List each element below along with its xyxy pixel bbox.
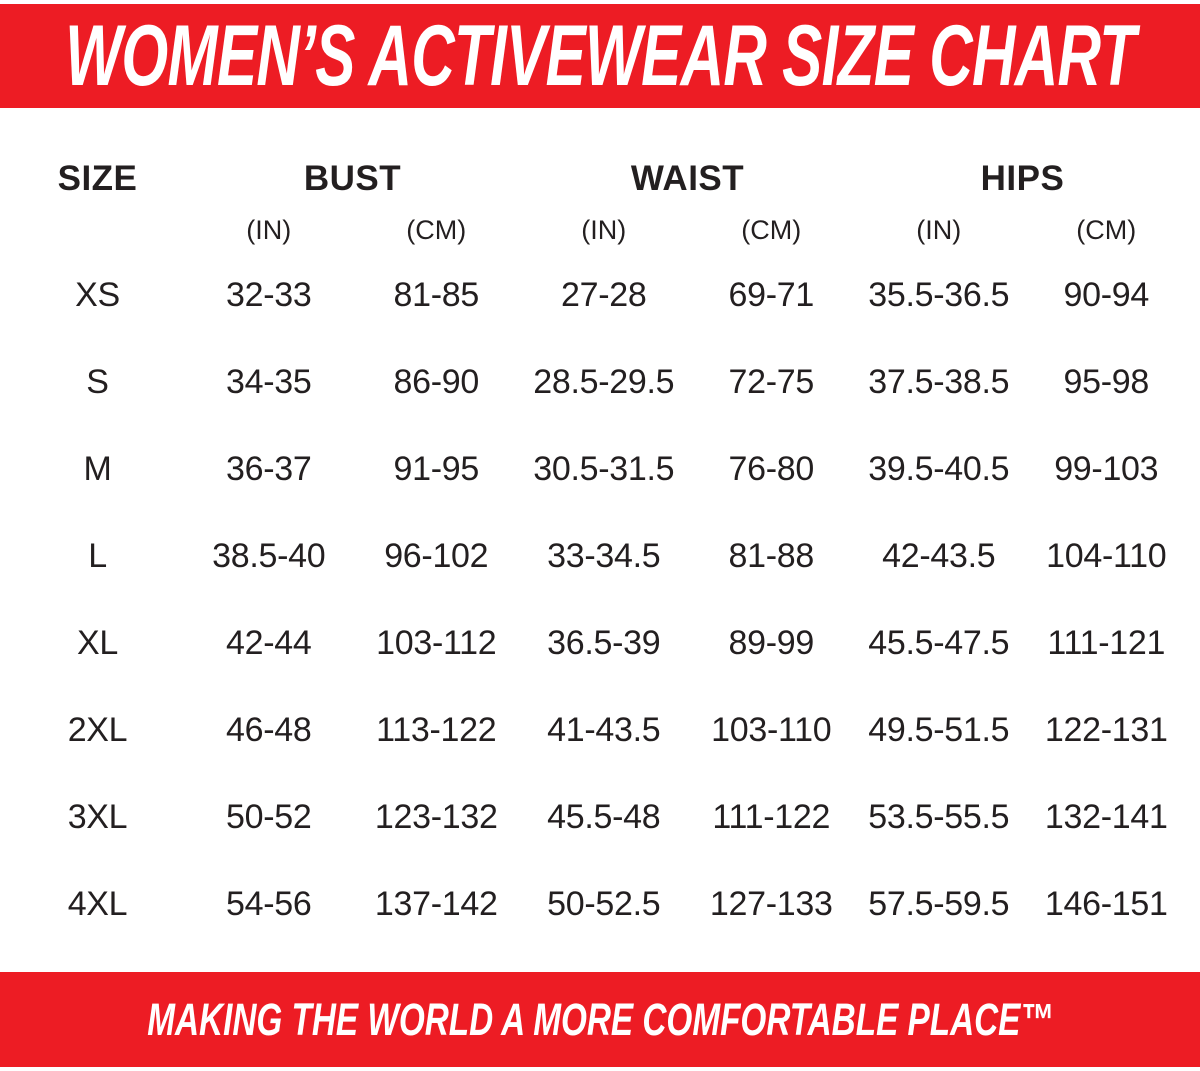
row-2xl-bust-cm: 113-122 — [376, 711, 497, 749]
row-2xl-size: 2XL — [67, 711, 128, 749]
row-4xl-hips-cm: 146-151 — [1044, 885, 1168, 923]
row-xl-bust-in: 42-44 — [226, 624, 312, 662]
column-header-size: SIZE — [57, 159, 138, 198]
row-4xl-waist-cm: 127-133 — [709, 885, 833, 923]
header-banner: WOMEN’S ACTIVEWEAR SIZE CHART — [0, 4, 1200, 108]
column-group-hips: HIPS — [980, 159, 1065, 198]
row-2xl-hips-in: 49.5-51.5 — [868, 711, 1010, 749]
size-chart-page: WOMEN’S ACTIVEWEAR SIZE CHART SIZE BUST … — [0, 4, 1200, 1067]
row-s-bust-cm: 86-90 — [393, 363, 480, 401]
row-xs-bust-cm: 81-85 — [393, 276, 480, 314]
row-s-hips-cm: 95-98 — [1063, 363, 1150, 401]
unit-bust-cm: (CM) — [406, 214, 467, 245]
row-m-bust-cm: 91-95 — [393, 450, 480, 488]
row-xl-size: XL — [77, 624, 118, 662]
row-xs-hips-cm: 90-94 — [1063, 276, 1150, 314]
row-m-hips-cm: 99-103 — [1054, 450, 1159, 488]
unit-waist-cm: (CM) — [741, 214, 802, 245]
row-m-bust-in: 36-37 — [226, 450, 312, 488]
row-xl-hips-cm: 111-121 — [1047, 624, 1166, 662]
column-group-bust: BUST — [303, 159, 402, 198]
row-2xl-bust-in: 46-48 — [226, 711, 312, 749]
row-4xl-hips-in: 57.5-59.5 — [868, 885, 1010, 923]
size-table: SIZE BUST WAIST HIPS (IN) (CM) (IN) (CM)… — [10, 150, 1190, 948]
row-xs-waist-cm: 69-71 — [728, 276, 815, 314]
row-2xl-waist-in: 41-43.5 — [547, 711, 661, 749]
row-xl-bust-cm: 103-112 — [376, 624, 497, 662]
row-s-waist-cm: 72-75 — [728, 363, 815, 401]
unit-waist-in: (IN) — [581, 214, 627, 245]
row-3xl-waist-in: 45.5-48 — [547, 798, 661, 836]
row-l-waist-in: 33-34.5 — [547, 537, 661, 575]
row-m-waist-cm: 76-80 — [728, 450, 815, 488]
footer-tagline: MAKING THE WORLD A MORE COMFORTABLE PLAC… — [146, 993, 1054, 1045]
row-4xl-bust-in: 54-56 — [226, 885, 312, 923]
row-4xl-waist-in: 50-52.5 — [547, 885, 661, 923]
row-l-bust-cm: 96-102 — [384, 537, 489, 575]
page-title: WOMEN’S ACTIVEWEAR SIZE CHART — [65, 7, 1136, 104]
row-l-bust-in: 38.5-40 — [212, 537, 326, 575]
row-m-size: M — [83, 450, 112, 488]
unit-hips-cm: (CM) — [1076, 214, 1137, 245]
row-s-hips-in: 37.5-38.5 — [868, 363, 1010, 401]
row-xl-hips-in: 45.5-47.5 — [868, 624, 1010, 662]
row-l-size: L — [88, 537, 107, 575]
row-3xl-size: 3XL — [67, 798, 128, 836]
row-3xl-bust-cm: 123-132 — [374, 798, 498, 836]
row-s-bust-in: 34-35 — [226, 363, 312, 401]
footer-banner: MAKING THE WORLD A MORE COMFORTABLE PLAC… — [0, 972, 1200, 1067]
row-s-size: S — [86, 363, 109, 401]
row-xs-bust-in: 32-33 — [226, 276, 312, 314]
column-group-waist: WAIST — [630, 159, 745, 198]
row-xl-waist-in: 36.5-39 — [547, 624, 661, 662]
row-2xl-hips-cm: 122-131 — [1044, 711, 1168, 749]
row-s-waist-in: 28.5-29.5 — [533, 363, 675, 401]
row-3xl-bust-in: 50-52 — [226, 798, 312, 836]
row-l-hips-in: 42-43.5 — [882, 537, 996, 575]
row-xs-size: XS — [75, 276, 120, 314]
row-3xl-waist-cm: 111-122 — [712, 798, 831, 836]
row-2xl-waist-cm: 103-110 — [711, 711, 832, 749]
row-4xl-bust-cm: 137-142 — [374, 885, 498, 923]
row-xs-waist-in: 27-28 — [561, 276, 647, 314]
unit-bust-in: (IN) — [246, 214, 292, 245]
unit-hips-in: (IN) — [916, 214, 962, 245]
row-m-hips-in: 39.5-40.5 — [868, 450, 1010, 488]
row-3xl-hips-in: 53.5-55.5 — [868, 798, 1010, 836]
row-xl-waist-cm: 89-99 — [728, 624, 815, 662]
row-4xl-size: 4XL — [67, 885, 128, 923]
row-l-hips-cm: 104-110 — [1046, 537, 1167, 575]
row-l-waist-cm: 81-88 — [728, 537, 815, 575]
unit-spacer — [10, 208, 185, 252]
row-3xl-hips-cm: 132-141 — [1044, 798, 1168, 836]
row-xs-hips-in: 35.5-36.5 — [868, 276, 1010, 314]
row-m-waist-in: 30.5-31.5 — [533, 450, 675, 488]
